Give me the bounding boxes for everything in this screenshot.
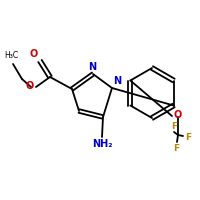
Text: NH₂: NH₂: [92, 139, 112, 149]
Text: H₃C: H₃C: [4, 51, 18, 60]
Text: O: O: [26, 81, 34, 91]
Text: O: O: [173, 110, 181, 120]
Text: F: F: [185, 132, 191, 142]
Text: F: F: [173, 144, 179, 153]
Text: N: N: [113, 76, 121, 86]
Text: F: F: [171, 122, 177, 131]
Text: N: N: [88, 62, 96, 72]
Text: O: O: [30, 49, 38, 59]
